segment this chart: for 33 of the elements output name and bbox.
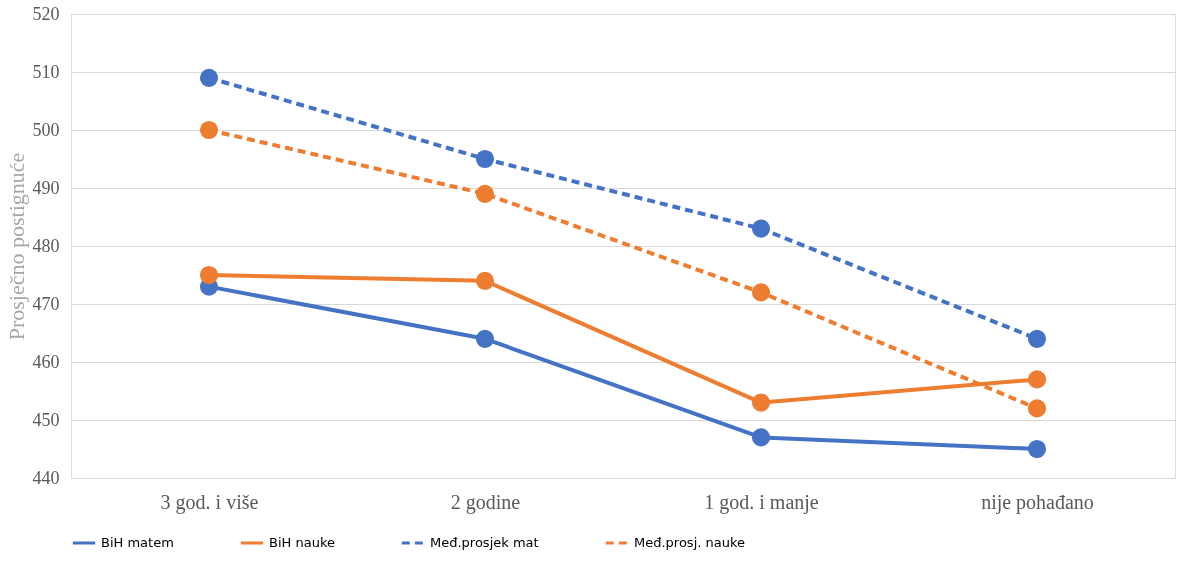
point [751, 283, 771, 302]
y-tick-label: 480 [32, 235, 60, 256]
point [475, 329, 495, 348]
x-tick-label: 1 god. i manje [704, 490, 819, 514]
point [1027, 329, 1047, 348]
y-axis-title: Prosječno postignuće [3, 152, 29, 341]
y-tick-label: 520 [32, 3, 60, 24]
y-tick-label: 510 [32, 61, 60, 82]
point [475, 149, 495, 169]
x-tick-label: nije pohađano [981, 490, 1094, 514]
point [1027, 439, 1047, 459]
point [199, 120, 219, 140]
point [199, 68, 219, 87]
point [751, 393, 771, 412]
x-tick-label: 2 godine [450, 490, 521, 514]
point [475, 184, 495, 203]
y-tick-label: 490 [32, 177, 60, 198]
y-tick-label: 440 [32, 467, 60, 488]
point [475, 271, 495, 290]
legend-label: BiH matem [101, 535, 174, 550]
point [751, 219, 771, 238]
legend-label: Međ.prosj. nauke [634, 535, 746, 550]
x-tick-label: 3 god. i više [160, 490, 259, 514]
y-tick-label: 470 [32, 293, 60, 314]
point [199, 265, 219, 285]
legend-label: BiH nauke [269, 535, 335, 550]
y-tick-label: 500 [32, 119, 60, 140]
point [1027, 370, 1047, 389]
point [751, 428, 771, 447]
y-tick-label: 450 [32, 409, 60, 430]
legend-label: Međ.prosjek mat [430, 535, 539, 550]
y-tick-label: 460 [32, 351, 60, 372]
point [1027, 399, 1047, 418]
